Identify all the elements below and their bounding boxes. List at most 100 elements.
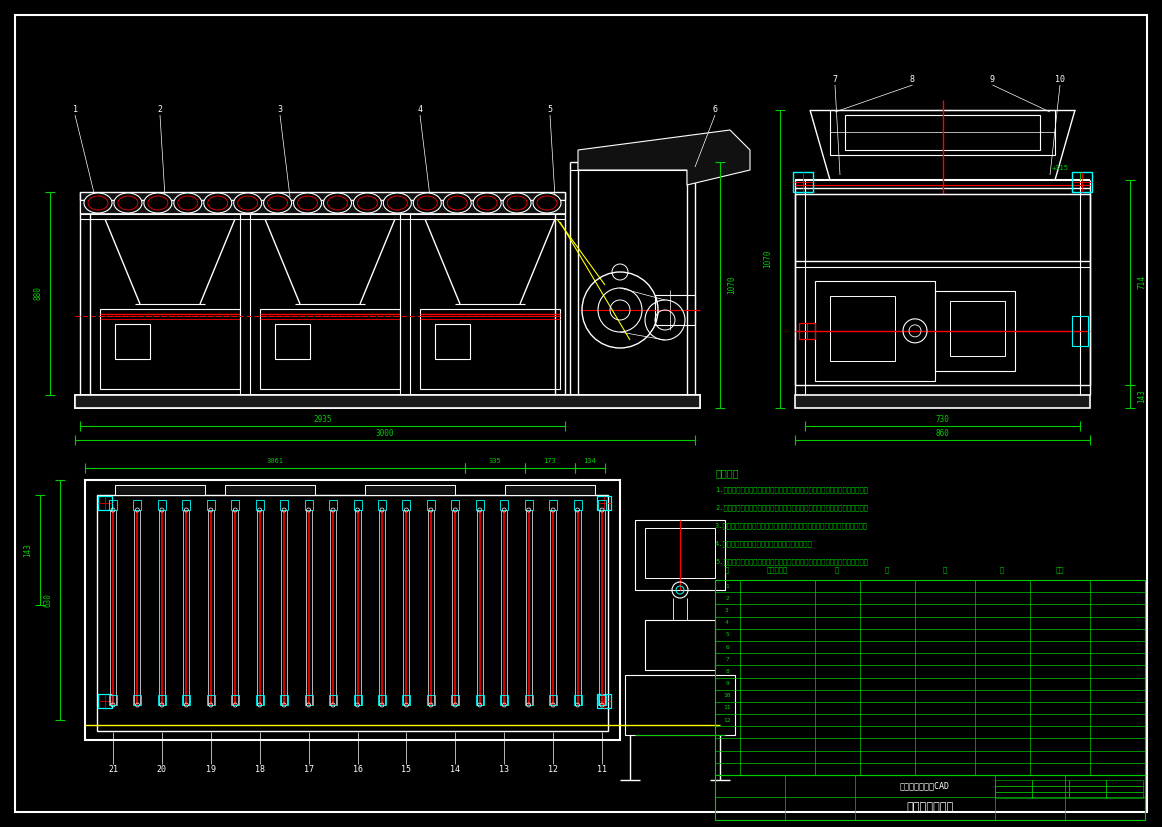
Ellipse shape [503, 193, 531, 213]
Ellipse shape [358, 196, 378, 210]
Bar [815, 281, 935, 381]
Bar [1032, 780, 1069, 786]
Text: +315: +315 [1052, 165, 1069, 171]
Bar [109, 500, 117, 510]
Bar [951, 301, 1005, 356]
Ellipse shape [174, 193, 202, 213]
Text: 12: 12 [723, 718, 731, 723]
Text: 7: 7 [832, 75, 838, 84]
Bar [1069, 792, 1106, 798]
Text: 1070: 1070 [727, 275, 737, 294]
Text: 1: 1 [72, 106, 78, 114]
Text: 11: 11 [597, 766, 607, 775]
Bar [500, 500, 508, 510]
Bar [231, 500, 239, 510]
Bar [158, 695, 166, 705]
Bar [574, 695, 581, 705]
Ellipse shape [84, 193, 112, 213]
Ellipse shape [447, 196, 467, 210]
Bar [402, 500, 410, 510]
Bar [792, 172, 813, 192]
Text: 4.驱动装置不得在下列条件下，单独地驱动操作。: 4.驱动装置不得在下列条件下，单独地驱动操作。 [715, 540, 812, 547]
Text: 18: 18 [254, 766, 265, 775]
Ellipse shape [328, 196, 347, 210]
Bar [475, 500, 483, 510]
Bar [525, 500, 532, 510]
Bar [182, 500, 191, 510]
Bar [1106, 792, 1143, 798]
Bar [98, 694, 112, 708]
Text: 13: 13 [500, 766, 509, 775]
Bar [378, 695, 386, 705]
Text: 6: 6 [712, 106, 717, 114]
Bar [207, 695, 215, 705]
Text: 21: 21 [108, 766, 119, 775]
Bar [85, 480, 621, 740]
Bar [505, 485, 595, 495]
Bar [715, 775, 1145, 820]
Ellipse shape [238, 196, 258, 210]
Bar [1032, 786, 1069, 792]
Text: 2: 2 [725, 595, 729, 600]
Text: 名称及规格: 名称及规格 [767, 566, 788, 573]
Ellipse shape [148, 196, 167, 210]
Bar [1106, 780, 1143, 786]
Ellipse shape [443, 193, 472, 213]
Bar [280, 695, 288, 705]
Ellipse shape [353, 193, 381, 213]
Ellipse shape [297, 196, 317, 210]
Text: 序: 序 [725, 566, 729, 573]
Bar [475, 695, 483, 705]
Bar [109, 695, 117, 705]
Text: 3.驱动装置速度，确保各机构的参比电压，以保证设定值同实际测量结果之间的: 3.驱动装置速度，确保各机构的参比电压，以保证设定值同实际测量结果之间的 [715, 522, 868, 528]
Bar [597, 694, 611, 708]
Bar [598, 695, 607, 705]
Text: 2935: 2935 [314, 414, 331, 423]
Bar [260, 309, 400, 389]
Bar [451, 695, 459, 705]
Bar [275, 324, 310, 359]
Ellipse shape [387, 196, 408, 210]
Bar [100, 309, 241, 389]
Bar [830, 296, 895, 361]
Ellipse shape [203, 193, 231, 213]
Ellipse shape [478, 196, 497, 210]
Bar [80, 200, 565, 214]
Bar [158, 500, 166, 510]
Text: 4: 4 [725, 620, 729, 625]
Bar [76, 395, 700, 408]
Ellipse shape [507, 196, 528, 210]
Bar [451, 500, 459, 510]
Ellipse shape [417, 196, 437, 210]
Ellipse shape [294, 193, 322, 213]
Ellipse shape [88, 196, 108, 210]
Bar [550, 500, 557, 510]
Text: 重: 重 [942, 566, 947, 573]
Text: 5: 5 [547, 106, 552, 114]
Bar [304, 500, 313, 510]
Bar [353, 500, 361, 510]
Bar [134, 695, 142, 705]
Ellipse shape [267, 196, 288, 210]
Text: 4: 4 [417, 106, 423, 114]
Text: 数: 数 [834, 566, 839, 573]
Bar [378, 500, 386, 510]
Text: 5: 5 [725, 633, 729, 638]
Bar [550, 695, 557, 705]
Ellipse shape [323, 193, 351, 213]
Bar [426, 695, 435, 705]
Bar [280, 500, 288, 510]
Text: 20: 20 [157, 766, 167, 775]
Ellipse shape [383, 193, 411, 213]
Text: 14: 14 [451, 766, 460, 775]
Bar [115, 485, 205, 495]
Bar [182, 695, 191, 705]
Bar [115, 324, 150, 359]
Bar [1073, 316, 1088, 346]
Text: 714: 714 [1138, 275, 1147, 289]
Text: 335: 335 [489, 458, 501, 464]
Text: 9: 9 [725, 681, 729, 686]
Text: 630: 630 [43, 593, 52, 607]
Bar [795, 194, 1090, 385]
Ellipse shape [144, 193, 172, 213]
